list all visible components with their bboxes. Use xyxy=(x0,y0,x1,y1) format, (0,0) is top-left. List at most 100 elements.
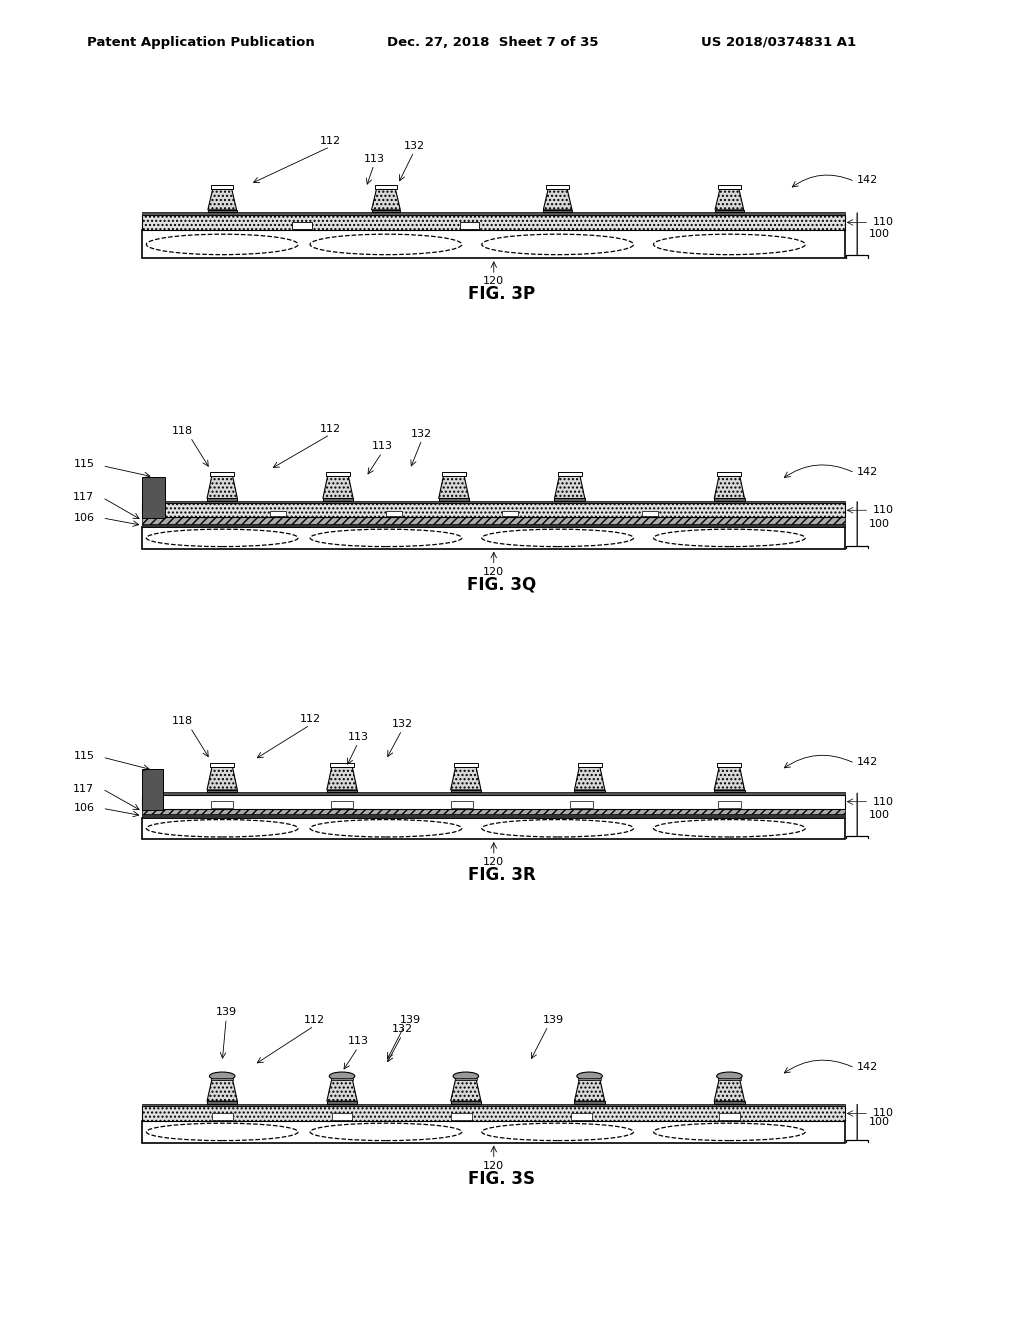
Polygon shape xyxy=(451,767,481,789)
Text: 112: 112 xyxy=(299,714,321,723)
Bar xyxy=(210,763,234,767)
Polygon shape xyxy=(451,1080,481,1101)
Bar xyxy=(142,814,845,817)
Bar xyxy=(718,763,741,767)
Text: 110: 110 xyxy=(873,1109,894,1118)
Bar xyxy=(579,1077,601,1080)
Text: 100: 100 xyxy=(869,809,890,820)
Bar xyxy=(326,471,350,477)
Bar xyxy=(714,789,744,792)
Text: 139: 139 xyxy=(216,1007,237,1018)
Bar xyxy=(211,185,233,190)
Text: FIG. 3S: FIG. 3S xyxy=(468,1170,536,1188)
Polygon shape xyxy=(574,1080,605,1101)
Ellipse shape xyxy=(330,1072,354,1080)
Bar xyxy=(714,499,744,502)
Polygon shape xyxy=(207,1080,238,1101)
Text: 120: 120 xyxy=(483,857,505,867)
Polygon shape xyxy=(327,767,357,789)
Text: 120: 120 xyxy=(483,1160,505,1171)
Bar xyxy=(331,801,353,808)
Bar xyxy=(547,185,569,190)
Ellipse shape xyxy=(210,1072,234,1080)
Bar xyxy=(142,477,165,519)
Bar xyxy=(142,1104,845,1106)
Text: 132: 132 xyxy=(412,429,432,438)
Polygon shape xyxy=(544,190,572,210)
Polygon shape xyxy=(207,767,238,789)
Polygon shape xyxy=(714,477,744,499)
Bar xyxy=(142,770,163,810)
Text: 106: 106 xyxy=(74,804,94,813)
Polygon shape xyxy=(714,1080,744,1101)
Ellipse shape xyxy=(717,1072,742,1080)
Text: 120: 120 xyxy=(483,276,505,286)
Bar xyxy=(142,524,845,527)
Polygon shape xyxy=(372,190,400,210)
Polygon shape xyxy=(715,190,743,210)
Text: FIG. 3R: FIG. 3R xyxy=(468,866,536,884)
Text: 110: 110 xyxy=(873,506,894,515)
Text: 113: 113 xyxy=(372,441,392,451)
Text: 112: 112 xyxy=(303,1015,325,1024)
Polygon shape xyxy=(714,767,744,789)
Bar xyxy=(142,809,845,814)
Bar xyxy=(442,471,466,477)
Bar xyxy=(210,471,234,477)
Bar xyxy=(293,222,311,230)
Bar xyxy=(211,801,233,808)
Bar xyxy=(327,1101,357,1104)
Bar xyxy=(142,215,845,230)
Bar xyxy=(207,1101,238,1104)
Bar xyxy=(327,789,357,792)
Bar xyxy=(718,1077,740,1080)
Bar xyxy=(558,471,582,477)
Text: 115: 115 xyxy=(74,459,94,469)
Text: 142: 142 xyxy=(857,176,879,186)
Text: 142: 142 xyxy=(857,758,879,767)
Bar xyxy=(578,763,602,767)
Bar xyxy=(574,1101,605,1104)
Text: 113: 113 xyxy=(347,1036,369,1047)
Text: 100: 100 xyxy=(869,230,890,239)
Bar xyxy=(142,503,845,517)
Bar xyxy=(570,801,593,808)
Text: Patent Application Publication: Patent Application Publication xyxy=(87,36,314,49)
Ellipse shape xyxy=(577,1072,602,1080)
Bar xyxy=(207,789,238,792)
Text: 142: 142 xyxy=(857,1061,879,1072)
Text: 132: 132 xyxy=(391,719,413,729)
Bar xyxy=(386,511,401,516)
Text: 112: 112 xyxy=(319,424,341,433)
Text: 139: 139 xyxy=(399,1015,421,1024)
Polygon shape xyxy=(574,767,605,789)
Bar xyxy=(142,1121,845,1143)
Bar xyxy=(372,210,400,213)
Text: 113: 113 xyxy=(364,153,384,164)
Bar xyxy=(454,763,478,767)
Bar xyxy=(207,499,238,502)
Polygon shape xyxy=(554,477,585,499)
Text: 117: 117 xyxy=(74,784,94,793)
Bar xyxy=(142,1106,845,1121)
Bar xyxy=(715,210,743,213)
Polygon shape xyxy=(207,477,238,499)
Bar xyxy=(211,1077,233,1080)
Bar xyxy=(212,1114,232,1121)
Text: 106: 106 xyxy=(74,513,94,523)
Ellipse shape xyxy=(453,1072,478,1080)
Text: FIG. 3Q: FIG. 3Q xyxy=(467,576,537,594)
Bar xyxy=(451,789,481,792)
Bar xyxy=(208,210,237,213)
Bar xyxy=(142,795,845,809)
Text: 115: 115 xyxy=(74,751,94,762)
Bar xyxy=(451,1101,481,1104)
Bar xyxy=(270,511,286,516)
Bar xyxy=(571,1114,592,1121)
Bar xyxy=(331,1077,353,1080)
Bar xyxy=(718,185,740,190)
Text: 100: 100 xyxy=(869,1117,890,1127)
Bar xyxy=(718,801,740,808)
Bar xyxy=(574,789,605,792)
Text: 132: 132 xyxy=(403,141,425,150)
